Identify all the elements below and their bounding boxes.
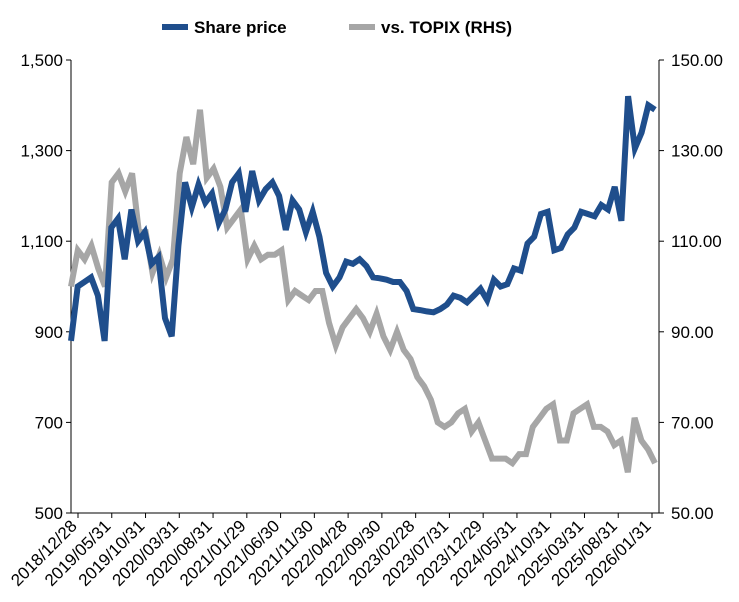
right-axis-ticks: 50.00 70.00 90.00 110.00 130.00 150.00 xyxy=(659,51,723,523)
series-line-vs-topix xyxy=(68,109,658,473)
x-axis-ticks: 2018/12/282019/05/312019/10/312020/03/31… xyxy=(7,513,655,590)
right-tick-label: 90.00 xyxy=(671,323,714,342)
left-tick-label: 700 xyxy=(35,413,63,432)
left-tick-label: 1,500 xyxy=(20,51,63,70)
left-axis-ticks: 500 700 900 1,100 1,300 1,500 xyxy=(20,51,71,523)
left-tick-label: 1,300 xyxy=(20,142,63,161)
right-tick-label: 110.00 xyxy=(671,232,722,251)
series-layer xyxy=(68,95,658,473)
left-tick-label: 500 xyxy=(35,504,63,523)
right-tick-label: 150.00 xyxy=(671,51,723,70)
legend: Share price vs. TOPIX (RHS) xyxy=(162,18,512,37)
series-line-share-price xyxy=(68,95,657,342)
left-tick-label: 900 xyxy=(35,323,63,342)
legend-label-vs-topix: vs. TOPIX (RHS) xyxy=(381,18,512,37)
right-tick-label: 70.00 xyxy=(671,413,714,432)
legend-label-share-price: Share price xyxy=(194,18,287,37)
left-tick-label: 1,100 xyxy=(20,232,63,251)
right-tick-label: 50.00 xyxy=(671,504,714,523)
right-tick-label: 130.00 xyxy=(671,142,723,161)
